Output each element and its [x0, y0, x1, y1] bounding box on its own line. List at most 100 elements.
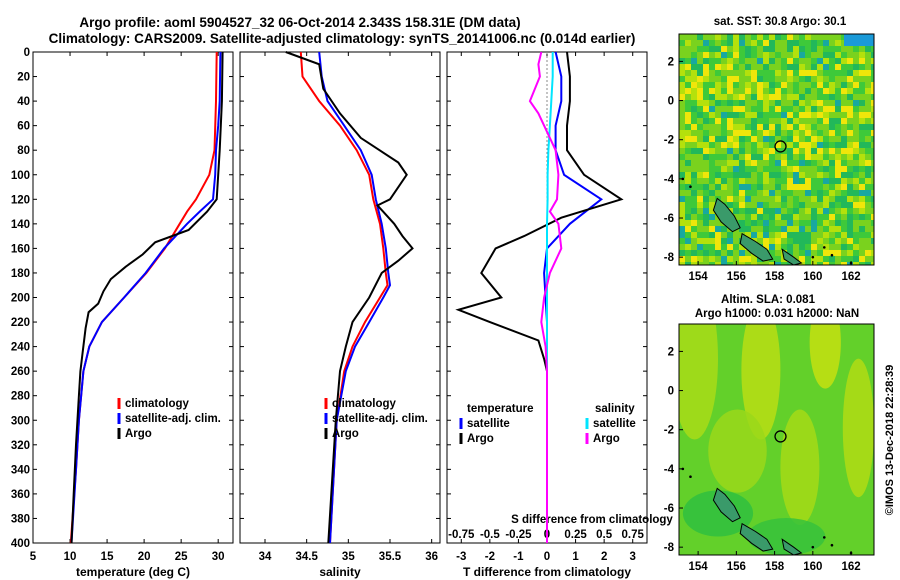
sla_map-xtick-label: 154: [689, 561, 709, 573]
sst-cell: [817, 76, 824, 83]
sst-cell: [829, 208, 836, 215]
sst-cell: [835, 142, 842, 149]
sst-cell: [697, 94, 704, 101]
sst-cell: [739, 244, 746, 251]
sst-cell: [835, 238, 842, 245]
sst-cell: [691, 154, 698, 161]
sst-cell: [823, 262, 830, 265]
sst-cell: [787, 238, 794, 245]
sst-cell: [769, 82, 776, 89]
sst-cell: [781, 88, 788, 95]
sst-cell: [751, 40, 758, 47]
sst-cell: [685, 262, 692, 265]
sst-cell: [847, 106, 854, 113]
sst-cell: [817, 196, 824, 203]
sst-cell: [853, 220, 860, 227]
land-islet: [822, 536, 826, 539]
sst-cell: [799, 70, 806, 77]
sst-cell: [805, 118, 812, 125]
sst-cell: [739, 190, 746, 197]
sst-cell: [697, 76, 704, 83]
sst-cell: [787, 58, 794, 65]
sst-cell: [727, 40, 734, 47]
sst-cell: [745, 112, 752, 119]
sst-cell: [733, 106, 740, 113]
sst-cell: [685, 118, 692, 125]
sst-cell: [811, 142, 818, 149]
sst-cell: [853, 88, 860, 95]
sst-cell: [757, 34, 764, 41]
sst-cell: [841, 214, 848, 221]
sla-blob: [708, 409, 767, 493]
sst-cell: [859, 82, 866, 89]
sst-cell: [865, 256, 872, 263]
sst-cell: [697, 262, 704, 265]
sst-cell: [829, 106, 836, 113]
sst-cell: [805, 238, 812, 245]
sst-cell: [679, 178, 686, 185]
sst-cell: [691, 40, 698, 47]
sst-cell: [799, 34, 806, 41]
sst-cell: [799, 184, 806, 191]
sst-cell: [793, 58, 800, 65]
sst-cell: [697, 148, 704, 155]
sst-cell: [769, 142, 776, 149]
sst-cell: [751, 226, 758, 233]
sst-cell: [745, 58, 752, 65]
sst-cell: [775, 46, 782, 53]
sst-cell: [835, 154, 842, 161]
sst-cell: [697, 52, 704, 59]
sst-cell: [787, 160, 794, 167]
sst-cell: [805, 178, 812, 185]
sst-cell: [793, 220, 800, 227]
sst-cell: [715, 136, 722, 143]
temperature-ytick-label: 300: [11, 415, 30, 427]
sst-cell: [763, 118, 770, 125]
sst-cell: [727, 88, 734, 95]
land-island-2: [739, 232, 774, 262]
sst-cell: [835, 124, 842, 131]
sst-cell: [859, 70, 866, 77]
sst-cell: [691, 208, 698, 215]
sst-cell: [841, 220, 848, 227]
sst-cell: [817, 154, 824, 161]
sst-cell: [787, 202, 794, 209]
sst-cell: [769, 70, 776, 77]
sst-cell: [733, 112, 740, 119]
sst-cell: [703, 220, 710, 227]
sst-cell: [847, 190, 854, 197]
sst-cell: [847, 214, 854, 221]
sst-cell: [859, 160, 866, 167]
sst-cell: [685, 142, 692, 149]
sst-cell: [781, 172, 788, 179]
sst-cell: [751, 184, 758, 191]
sst-cell: [721, 70, 728, 77]
sst-cell: [805, 160, 812, 167]
sst-cell: [769, 196, 776, 203]
sst-cell: [811, 82, 818, 89]
sst-cell: [835, 190, 842, 197]
sst-cell: [793, 148, 800, 155]
sst-cell: [769, 94, 776, 101]
sst-cell: [811, 52, 818, 59]
sst-cell: [823, 232, 830, 239]
sst-cell: [685, 64, 692, 71]
sst-cell: [811, 76, 818, 83]
sst-cell: [817, 52, 824, 59]
sst-cell: [829, 136, 836, 143]
sst-cell: [709, 70, 716, 77]
sst-cell: [781, 178, 788, 185]
sst-cell: [805, 76, 812, 83]
sst-cell: [721, 136, 728, 143]
sst-cell: [697, 202, 704, 209]
sst-cell: [757, 190, 764, 197]
sst-cell: [733, 58, 740, 65]
sst-cell: [811, 112, 818, 119]
sst-cell: [739, 136, 746, 143]
sst-cell: [685, 250, 692, 257]
sst-cell: [793, 214, 800, 221]
sst-cell: [853, 76, 860, 83]
sst-cell: [727, 76, 734, 83]
sst-cell: [865, 130, 872, 137]
temperature-legend-label: Argo: [125, 428, 152, 440]
